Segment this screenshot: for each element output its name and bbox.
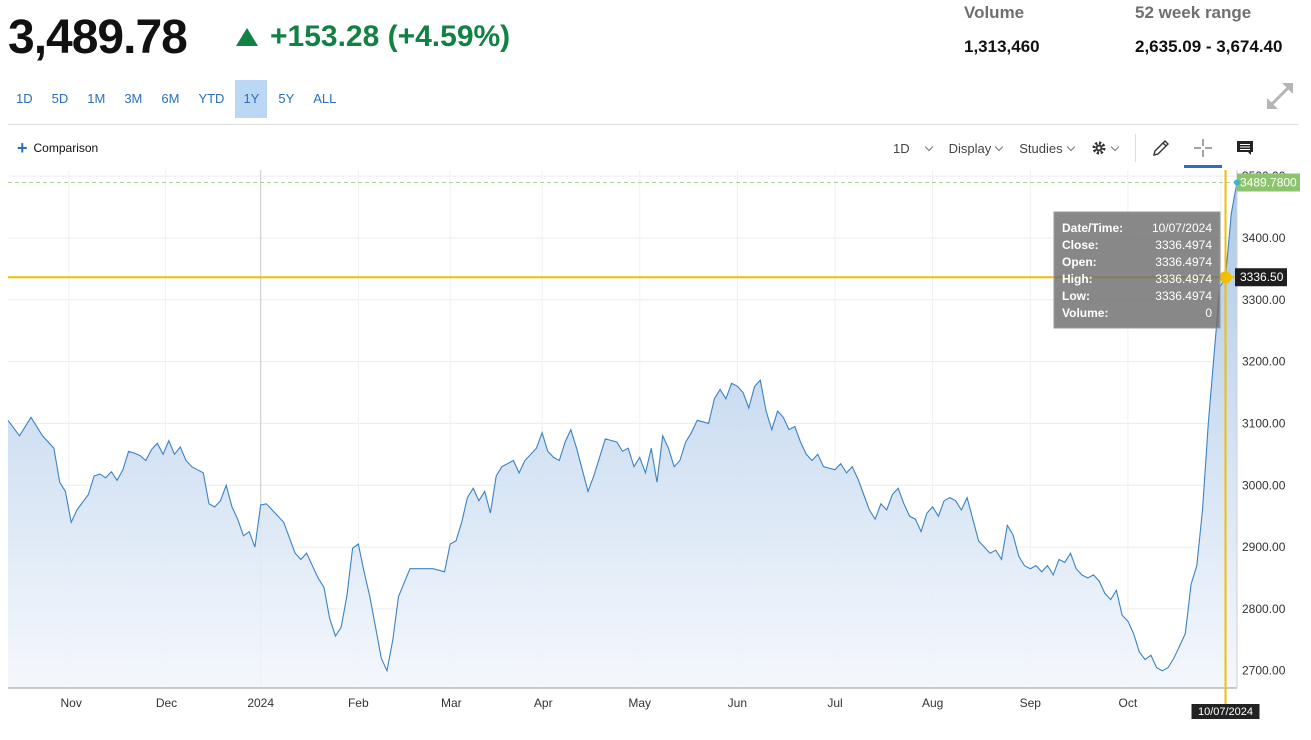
tooltip-row-value: 3336.4974 bbox=[1155, 238, 1212, 252]
crosshair-date-badge bbox=[1191, 704, 1260, 719]
range-button-ytd[interactable]: YTD bbox=[198, 91, 225, 106]
last-price-badge-label: 3489.7800 bbox=[1240, 175, 1297, 189]
volume-value: 1,313,460 bbox=[964, 37, 1040, 56]
tooltip-row-label: Date/Time: bbox=[1062, 221, 1123, 235]
x-tick-label: Jul bbox=[827, 696, 842, 710]
last-price: 3,489.78 bbox=[8, 11, 188, 64]
comparison-button[interactable]: + Comparison bbox=[17, 138, 99, 158]
range-button-3m[interactable]: 3M bbox=[124, 91, 143, 106]
x-tick-label: Jun bbox=[728, 696, 747, 710]
y-tick-label: 2900.00 bbox=[1242, 540, 1286, 554]
range-button-all[interactable]: ALL bbox=[313, 91, 337, 106]
range-label: 52 week range bbox=[1135, 3, 1252, 22]
interval-label: 1D bbox=[893, 140, 910, 156]
x-tick-label: 2024 bbox=[247, 696, 274, 710]
x-tick-label: Oct bbox=[1119, 696, 1138, 710]
draw-tool-button[interactable] bbox=[1148, 135, 1174, 161]
y-tick-label: 3100.00 bbox=[1242, 416, 1286, 430]
tooltip-row-label: High: bbox=[1062, 272, 1093, 286]
tooltip-row-label: Open: bbox=[1062, 255, 1097, 269]
range-button-1d[interactable]: 1D bbox=[16, 91, 33, 106]
y-tick-label: 3400.00 bbox=[1242, 231, 1286, 245]
price-line bbox=[7, 182, 1238, 673]
crosshair-icon bbox=[1193, 139, 1212, 157]
last-price-badge bbox=[1237, 173, 1300, 192]
range-button-6m[interactable]: 6M bbox=[161, 91, 180, 106]
y-tick-label: 3000.00 bbox=[1242, 478, 1286, 492]
annotation-tool-button[interactable] bbox=[1232, 135, 1258, 161]
price-change: +153.28 (+4.59%) bbox=[236, 20, 510, 54]
range-value: 2,635.09 - 3,674.40 bbox=[1135, 37, 1283, 56]
crosshair-dot bbox=[1219, 271, 1232, 284]
range-button-5d[interactable]: 5D bbox=[51, 91, 69, 106]
x-tick-label: Nov bbox=[61, 696, 82, 710]
toolbar-divider bbox=[1134, 134, 1136, 162]
crosshair-date-label: 10/07/2024 bbox=[1198, 706, 1253, 718]
x-tick-label: Dec bbox=[156, 696, 177, 710]
chart-toolbar: 1D Display Studies bbox=[893, 133, 1274, 168]
price-change-value: +153.28 (+4.59%) bbox=[270, 20, 511, 53]
up-arrow-icon bbox=[236, 28, 258, 46]
display-label: Display bbox=[948, 140, 992, 156]
settings-dropdown[interactable] bbox=[1091, 140, 1119, 156]
studies-label: Studies bbox=[1019, 140, 1063, 156]
price-area bbox=[8, 182, 1237, 688]
comment-icon bbox=[1236, 141, 1253, 155]
crosshair-price-badge bbox=[1235, 268, 1287, 287]
tooltip-row-label: Low: bbox=[1062, 289, 1090, 303]
range-button-5y[interactable]: 5Y bbox=[278, 91, 295, 106]
plus-icon: + bbox=[17, 138, 28, 158]
expand-icon[interactable] bbox=[1262, 78, 1298, 114]
x-tick-label: Sep bbox=[1020, 696, 1042, 710]
studies-dropdown[interactable]: Studies bbox=[1019, 140, 1075, 156]
tooltip-row-value: 3336.4974 bbox=[1155, 255, 1212, 269]
tooltip-row-value: 10/07/2024 bbox=[1152, 221, 1212, 235]
tooltip-row-label: Volume: bbox=[1062, 306, 1108, 320]
comparison-label: Comparison bbox=[33, 141, 99, 155]
gear-icon bbox=[1092, 141, 1106, 155]
data-tooltip bbox=[1053, 211, 1221, 329]
x-tick-label: Feb bbox=[348, 696, 369, 710]
display-dropdown[interactable]: Display bbox=[948, 140, 1004, 156]
volume-label: Volume bbox=[964, 3, 1025, 22]
x-tick-label: May bbox=[628, 696, 651, 710]
last-price-dot bbox=[1234, 179, 1240, 186]
range-button-1y[interactable]: 1Y bbox=[235, 80, 268, 118]
x-tick-label: Apr bbox=[534, 696, 553, 710]
x-tick-label: Aug bbox=[922, 696, 943, 710]
pencil-icon bbox=[1152, 140, 1169, 156]
time-range-selector: 1D 5D 1M 3M 6M YTD 1Y 5Y ALL bbox=[8, 80, 347, 118]
tooltip-row-value: 3336.4974 bbox=[1155, 289, 1212, 303]
interval-dropdown[interactable]: 1D bbox=[893, 140, 933, 156]
range-stat: 52 week range 2,635.09 - 3,674.40 bbox=[1135, 3, 1282, 57]
range-button-1m[interactable]: 1M bbox=[87, 91, 106, 106]
volume-stat: Volume 1,313,460 bbox=[964, 3, 1040, 57]
header-divider bbox=[8, 124, 1298, 125]
y-tick-label: 2800.00 bbox=[1242, 602, 1286, 616]
y-tick-label: 2700.00 bbox=[1242, 664, 1286, 678]
tooltip-row-value: 3336.4974 bbox=[1155, 272, 1212, 286]
y-tick-label: 3200.00 bbox=[1242, 355, 1286, 369]
tooltip-row-value: 0 bbox=[1205, 306, 1212, 320]
tooltip-row-label: Close: bbox=[1062, 238, 1099, 252]
y-tick-label: 3300.00 bbox=[1242, 293, 1286, 307]
x-tick-label: Mar bbox=[441, 696, 462, 710]
crosshair-tool-button[interactable] bbox=[1183, 135, 1222, 168]
crosshair-price-label: 3336.50 bbox=[1240, 270, 1284, 284]
